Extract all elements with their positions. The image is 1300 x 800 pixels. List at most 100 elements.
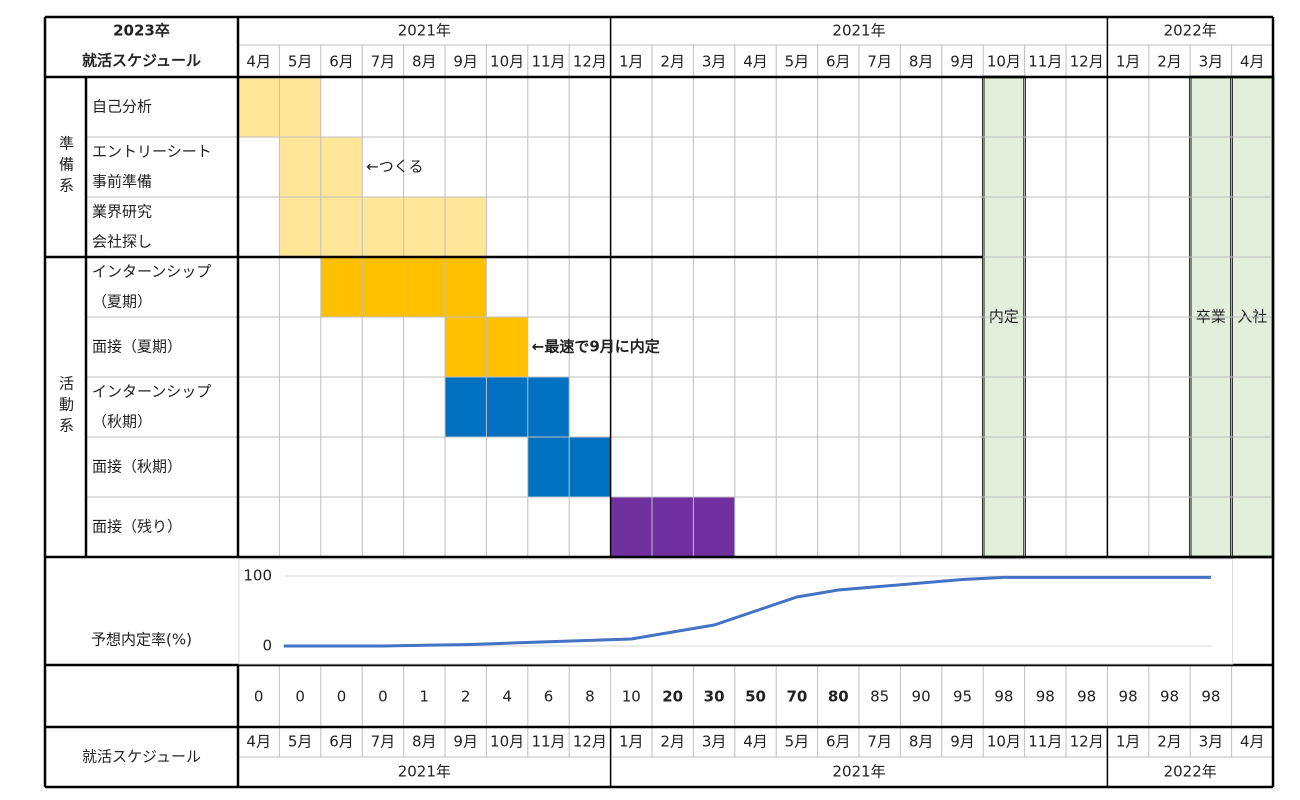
month-label: 7月 xyxy=(371,733,396,751)
month-label: 10月 xyxy=(490,733,524,751)
year-label: 2022年 xyxy=(1164,22,1217,40)
row-label: 面接（夏期） xyxy=(92,338,182,356)
month-label: 9月 xyxy=(950,733,975,751)
chart-area xyxy=(238,558,1234,665)
rate-label: 予想内定率(%) xyxy=(91,631,192,649)
month-label: 11月 xyxy=(531,53,565,71)
row-label: インターンシップ xyxy=(92,383,211,401)
month-label: 5月 xyxy=(288,733,313,751)
year-label: 2022年 xyxy=(1164,763,1217,781)
rate-value: 20 xyxy=(662,688,683,706)
month-label: 1月 xyxy=(1116,53,1141,71)
row-label: （夏期） xyxy=(92,293,152,311)
month-label: 1月 xyxy=(619,53,644,71)
month-label: 11月 xyxy=(531,733,565,751)
month-label: 5月 xyxy=(785,53,810,71)
rate-value: 2 xyxy=(461,688,471,706)
month-label: 2月 xyxy=(660,53,685,71)
annotation: ←つくる xyxy=(366,158,423,176)
rate-value: 0 xyxy=(378,688,388,706)
row-label: 面接（秋期） xyxy=(92,458,182,476)
month-label: 10月 xyxy=(987,733,1021,751)
month-label: 8月 xyxy=(909,53,934,71)
month-label: 4月 xyxy=(246,53,271,71)
month-label: 1月 xyxy=(619,733,644,751)
row-label: 業界研究 xyxy=(92,203,152,221)
month-label: 7月 xyxy=(867,53,892,71)
rate-value: 10 xyxy=(622,688,641,706)
rate-value: 98 xyxy=(1201,688,1220,706)
year-label: 2021年 xyxy=(398,22,451,40)
month-label: 12月 xyxy=(1070,733,1104,751)
row-label: インターンシップ xyxy=(92,263,211,281)
month-label: 4月 xyxy=(1240,733,1265,751)
group-label: 準備系 xyxy=(57,136,75,199)
month-label: 3月 xyxy=(1199,53,1224,71)
month-label: 4月 xyxy=(743,733,768,751)
month-label: 12月 xyxy=(573,733,607,751)
month-label: 9月 xyxy=(453,53,478,71)
month-label: 7月 xyxy=(371,53,396,71)
month-label: 2月 xyxy=(1157,733,1182,751)
rate-value: 0 xyxy=(337,688,347,706)
rate-value: 98 xyxy=(1036,688,1055,706)
year-label: 2021年 xyxy=(398,763,451,781)
month-label: 9月 xyxy=(453,733,478,751)
month-label: 5月 xyxy=(288,53,313,71)
rate-value: 6 xyxy=(544,688,554,706)
rate-value: 0 xyxy=(254,688,264,706)
month-label: 4月 xyxy=(743,53,768,71)
rate-value: 50 xyxy=(745,688,766,706)
rate-value: 1 xyxy=(420,688,430,706)
month-label: 11月 xyxy=(1028,53,1062,71)
year-label: 2021年 xyxy=(832,763,885,781)
rate-value: 95 xyxy=(953,688,972,706)
row-label: エントリーシート xyxy=(92,143,212,161)
month-label: 3月 xyxy=(702,53,727,71)
row-label: 自己分析 xyxy=(92,98,152,116)
rate-value: 98 xyxy=(1119,688,1138,706)
annotation: ←最速で9月に内定 xyxy=(532,338,660,356)
month-label: 10月 xyxy=(490,53,524,71)
rate-value: 98 xyxy=(1160,688,1179,706)
month-label: 6月 xyxy=(329,53,354,71)
rate-value: 0 xyxy=(295,688,305,706)
month-label: 2月 xyxy=(660,733,685,751)
month-label: 4月 xyxy=(246,733,271,751)
rate-value: 90 xyxy=(912,688,931,706)
year-label: 2021年 xyxy=(832,22,885,40)
group-label: 活動系 xyxy=(57,376,75,439)
row-label: 面接（残り） xyxy=(92,518,182,536)
month-label: 8月 xyxy=(412,53,437,71)
rate-value: 80 xyxy=(828,688,849,706)
row-label: （秋期） xyxy=(92,413,152,431)
rate-value: 98 xyxy=(994,688,1013,706)
sheet-title: 就活スケジュール xyxy=(82,52,201,70)
month-label: 6月 xyxy=(826,733,851,751)
activity-bar xyxy=(445,377,570,437)
month-label: 6月 xyxy=(329,733,354,751)
month-label: 3月 xyxy=(1199,733,1224,751)
month-label: 10月 xyxy=(987,53,1021,71)
month-label: 12月 xyxy=(1070,53,1104,71)
rate-value: 85 xyxy=(870,688,889,706)
rate-value: 8 xyxy=(585,688,595,706)
activity-bar xyxy=(279,197,487,257)
footer-label: 就活スケジュール xyxy=(82,748,201,766)
month-label: 7月 xyxy=(867,733,892,751)
month-label: 8月 xyxy=(412,733,437,751)
rate-line xyxy=(283,575,1211,648)
chart-tick-label: 100 xyxy=(243,567,272,585)
sheet-title: 2023卒 xyxy=(113,22,170,40)
chart-tick-label: 0 xyxy=(262,637,272,655)
month-label: 5月 xyxy=(785,733,810,751)
row-label: 事前準備 xyxy=(92,173,152,191)
month-label: 6月 xyxy=(826,53,851,71)
rate-value: 4 xyxy=(502,688,512,706)
month-label: 4月 xyxy=(1240,53,1265,71)
month-label: 3月 xyxy=(702,733,727,751)
month-label: 12月 xyxy=(573,53,607,71)
rate-value: 30 xyxy=(704,688,725,706)
month-label: 11月 xyxy=(1028,733,1062,751)
